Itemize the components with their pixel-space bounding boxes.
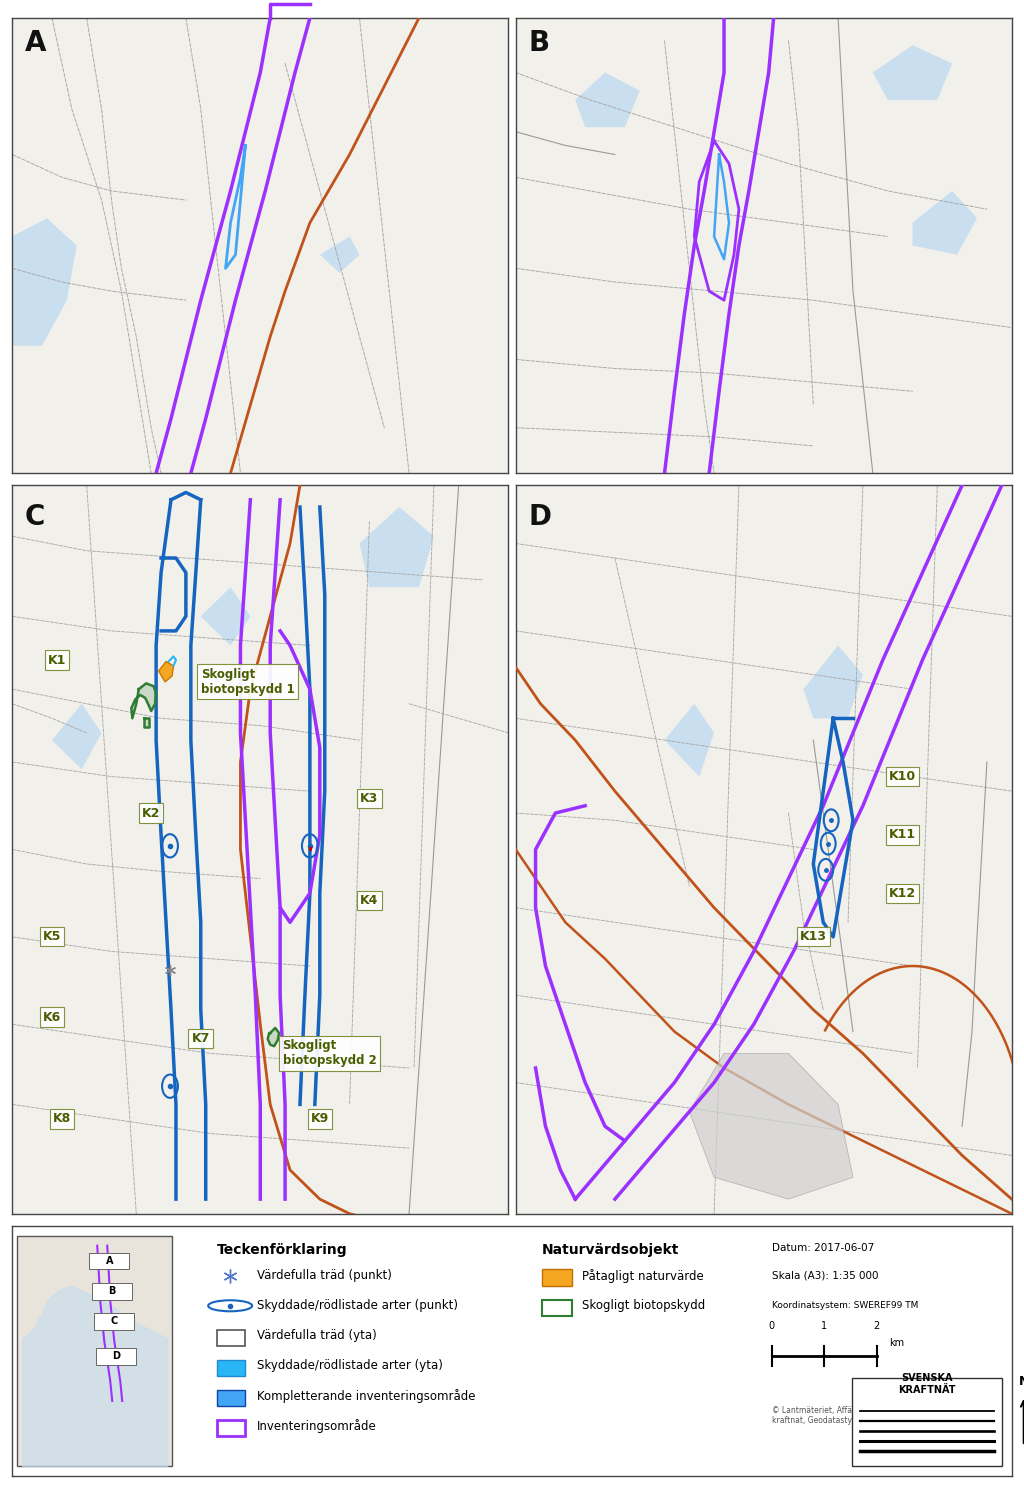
Polygon shape [159, 662, 173, 681]
Text: A: A [25, 30, 46, 57]
Bar [217, 1360, 245, 1376]
Bar [542, 1270, 572, 1286]
Bar [852, 1379, 1001, 1466]
Polygon shape [143, 719, 148, 728]
Text: K12: K12 [889, 886, 916, 899]
Text: K3: K3 [360, 792, 379, 805]
Text: SVENSKA
KRAFTNÄT: SVENSKA KRAFTNÄT [898, 1373, 955, 1395]
Text: Skyddade/rödlistade arter (yta): Skyddade/rödlistade arter (yta) [257, 1360, 443, 1373]
Text: K8: K8 [53, 1113, 71, 1125]
Bar [92, 1283, 132, 1300]
Text: B: B [528, 30, 549, 57]
Polygon shape [912, 191, 977, 254]
Bar [94, 1313, 134, 1330]
Text: Teckenförklaring: Teckenförklaring [217, 1243, 348, 1256]
Text: Värdefulla träd (yta): Värdefulla träd (yta) [257, 1330, 377, 1342]
Polygon shape [804, 645, 863, 719]
Text: K6: K6 [43, 1010, 61, 1023]
Polygon shape [267, 1028, 280, 1046]
Text: K2: K2 [142, 807, 161, 820]
Polygon shape [319, 236, 359, 273]
Bar [309, 847, 312, 852]
Text: A: A [105, 1256, 113, 1267]
Text: Naturvärdsobjekt: Naturvärdsobjekt [542, 1243, 679, 1256]
Polygon shape [359, 506, 434, 587]
Text: D: D [528, 503, 551, 532]
Text: K5: K5 [43, 931, 61, 943]
Text: 0: 0 [769, 1321, 775, 1331]
Text: Påtagligt naturvärde: Påtagligt naturvärde [582, 1268, 703, 1283]
Bar [96, 1349, 136, 1364]
Polygon shape [12, 218, 77, 345]
Polygon shape [201, 587, 250, 645]
Text: K13: K13 [800, 931, 826, 943]
Polygon shape [131, 683, 156, 719]
Bar [542, 1300, 572, 1316]
FancyBboxPatch shape [17, 1236, 172, 1466]
Text: 1: 1 [821, 1321, 827, 1331]
Text: K10: K10 [889, 769, 916, 783]
Text: Värdefulla träd (punkt): Värdefulla träd (punkt) [257, 1270, 392, 1282]
Text: 2: 2 [873, 1321, 880, 1331]
Text: K7: K7 [191, 1032, 210, 1046]
Polygon shape [575, 73, 640, 127]
Text: K4: K4 [360, 893, 379, 907]
Polygon shape [689, 1053, 853, 1200]
Polygon shape [665, 704, 714, 777]
Text: Skogligt
biotopskydd 1: Skogligt biotopskydd 1 [201, 668, 295, 696]
Text: K1: K1 [48, 653, 67, 666]
Bar [89, 1253, 129, 1270]
Text: Skyddade/rödlistade arter (punkt): Skyddade/rödlistade arter (punkt) [257, 1300, 458, 1312]
Text: Koordinatsystem: SWEREF99 TM: Koordinatsystem: SWEREF99 TM [772, 1301, 919, 1310]
Text: C: C [25, 503, 45, 532]
Text: Inventeringsområde: Inventeringsområde [257, 1419, 377, 1433]
Text: K9: K9 [310, 1113, 329, 1125]
Text: km: km [889, 1339, 904, 1349]
Text: D: D [113, 1352, 120, 1361]
Text: Skala (A3): 1:35 000: Skala (A3): 1:35 000 [772, 1271, 879, 1280]
Polygon shape [872, 45, 952, 100]
Text: Skogligt
biotopskydd 2: Skogligt biotopskydd 2 [283, 1040, 377, 1067]
Text: K11: K11 [889, 828, 916, 841]
Bar [217, 1389, 245, 1406]
Polygon shape [52, 704, 101, 769]
Text: Datum: 2017-06-07: Datum: 2017-06-07 [772, 1243, 874, 1253]
Text: C: C [111, 1316, 118, 1327]
Text: Kompletterande inventeringsområde: Kompletterande inventeringsområde [257, 1389, 475, 1403]
Text: © Lantmäteriet, Affärsverket svenska
kraftnat, Geodatastyrelsen: © Lantmäteriet, Affärsverket svenska kra… [772, 1406, 916, 1425]
Text: N: N [1019, 1376, 1024, 1388]
Text: Skogligt biotopskydd: Skogligt biotopskydd [582, 1300, 706, 1312]
Bar [217, 1419, 245, 1436]
Text: B: B [109, 1286, 116, 1297]
Bar [217, 1330, 245, 1346]
